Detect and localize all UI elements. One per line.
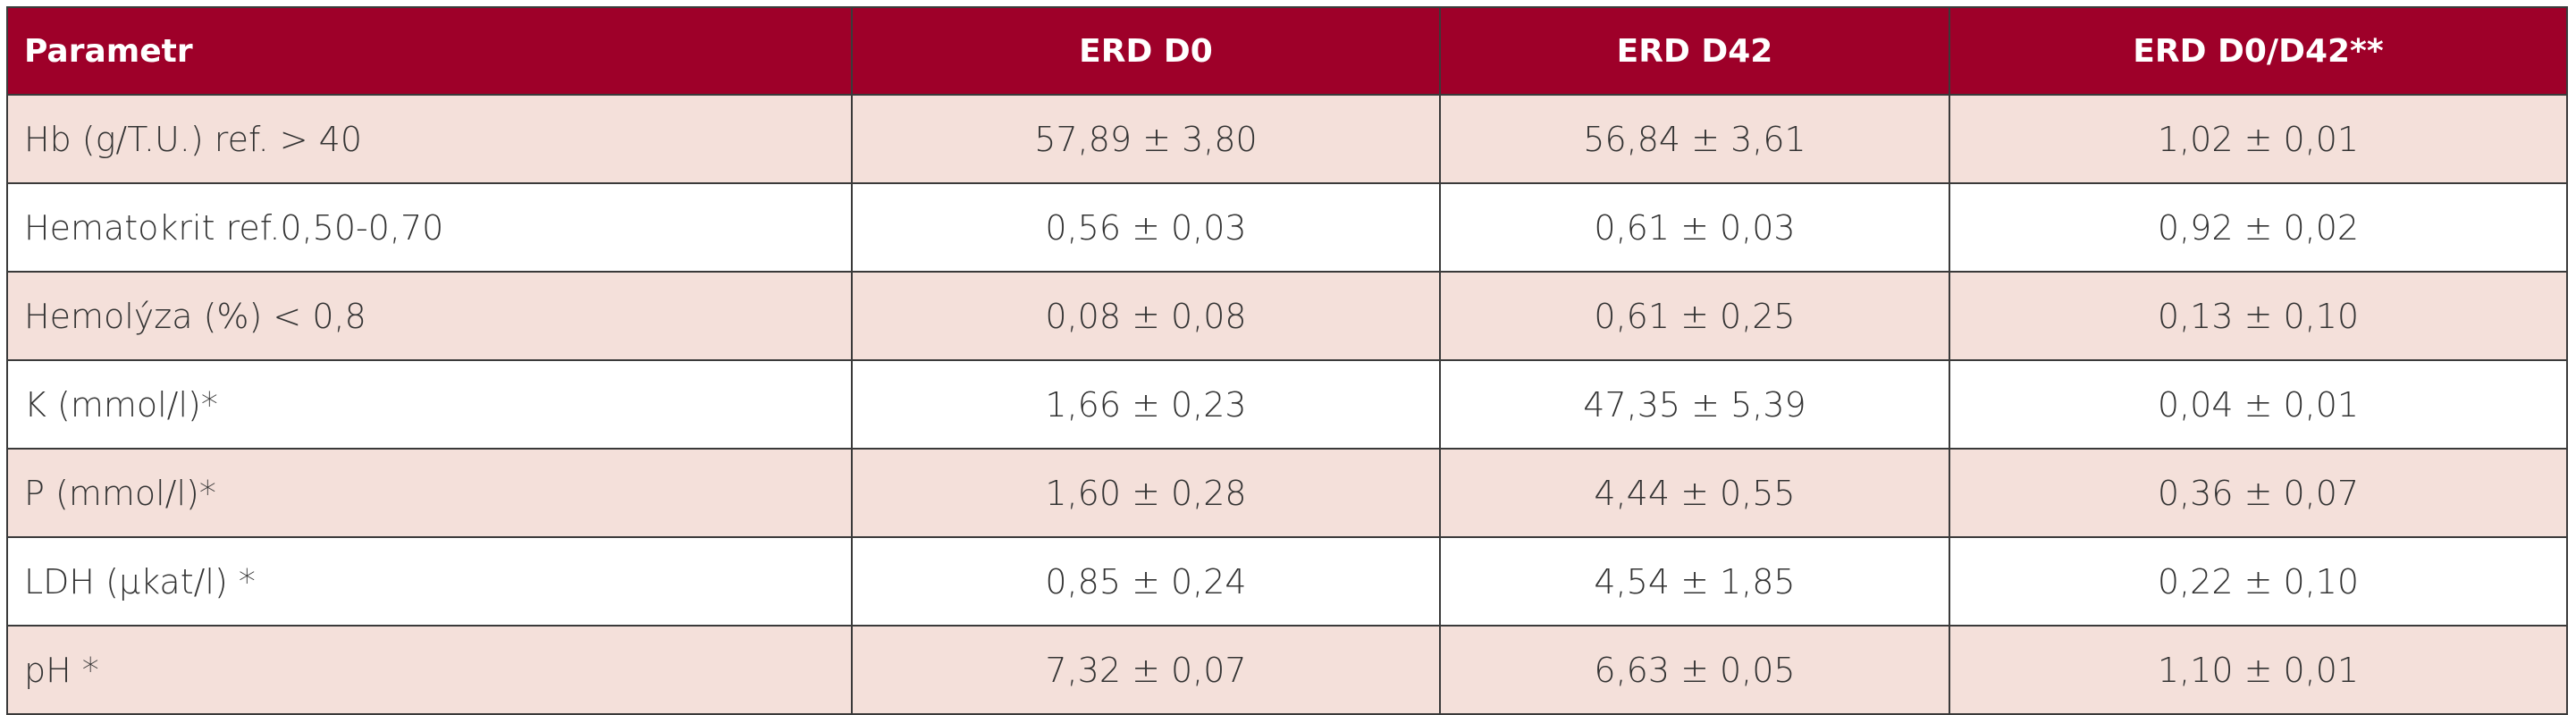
cell: 0,13 ± 0,10 bbox=[1949, 271, 2568, 361]
header-cell: Parametr bbox=[6, 6, 853, 96]
cell: 47,35 ± 5,39 bbox=[1439, 359, 1950, 450]
row-label: LDH (μkat/l) * bbox=[6, 536, 853, 627]
cell: 4,44 ± 0,55 bbox=[1439, 448, 1950, 538]
header-cell: ERD D0/D42** bbox=[1949, 6, 2568, 96]
cell: 1,66 ± 0,23 bbox=[851, 359, 1441, 450]
cell: 57,89 ± 3,80 bbox=[851, 94, 1441, 184]
row-label: P (mmol/l)* bbox=[6, 448, 853, 538]
cell: 1,02 ± 0,01 bbox=[1949, 94, 2568, 184]
table-row: Hb (g/T.U.) ref. > 40 57,89 ± 3,80 56,84 ±… bbox=[6, 94, 2568, 184]
cell: 0,36 ± 0,07 bbox=[1949, 448, 2568, 538]
table-body: Hb (g/T.U.) ref. > 40 57,89 ± 3,80 56,84 ±… bbox=[6, 94, 2568, 715]
cell: 6,63 ± 0,05 bbox=[1439, 625, 1950, 715]
table-row: Hemolýza (%) < 0,8 0,08 ± 0,08 0,61 ± 0,25… bbox=[6, 271, 2568, 361]
row-label: Hematokrit ref.0,50-0,70 bbox=[6, 182, 853, 273]
table-row: K (mmol/l)* 1,66 ± 0,23 47,35 ± 5,39 0,04 ±… bbox=[6, 359, 2568, 450]
cell: 0,22 ± 0,10 bbox=[1949, 536, 2568, 627]
table-row: pH * 7,32 ± 0,07 6,63 ± 0,05 1,10 ± 0,01 bbox=[6, 625, 2568, 715]
cell: 7,32 ± 0,07 bbox=[851, 625, 1441, 715]
cell: 0,61 ± 0,03 bbox=[1439, 182, 1950, 273]
row-label: Hemolýza (%) < 0,8 bbox=[6, 271, 853, 361]
cell: 0,08 ± 0,08 bbox=[851, 271, 1441, 361]
header-row: Parametr ERD D0 ERD D42 ERD D0/D42** bbox=[6, 6, 2568, 96]
table-row: Hematokrit ref.0,50-0,70 0,56 ± 0,03 0,61 … bbox=[6, 182, 2568, 273]
table-row: LDH (μkat/l) * 0,85 ± 0,24 4,54 ± 1,85 0,22… bbox=[6, 536, 2568, 627]
cell: 0,56 ± 0,03 bbox=[851, 182, 1441, 273]
cell: 1,60 ± 0,28 bbox=[851, 448, 1441, 538]
cell: 0,61 ± 0,25 bbox=[1439, 271, 1950, 361]
table-container: Parametr ERD D0 ERD D42 ERD D0/D42** Hb (g/… bbox=[6, 6, 2568, 715]
data-table: Parametr ERD D0 ERD D42 ERD D0/D42** Hb (g/… bbox=[6, 6, 2568, 715]
cell: 56,84 ± 3,61 bbox=[1439, 94, 1950, 184]
header-cell: ERD D0 bbox=[851, 6, 1441, 96]
cell: 0,04 ± 0,01 bbox=[1949, 359, 2568, 450]
cell: 4,54 ± 1,85 bbox=[1439, 536, 1950, 627]
row-label: K (mmol/l)* bbox=[6, 359, 853, 450]
table-row: P (mmol/l)* 1,60 ± 0,28 4,44 ± 0,55 0,36 ± … bbox=[6, 448, 2568, 538]
cell: 0,92 ± 0,02 bbox=[1949, 182, 2568, 273]
row-label: pH * bbox=[6, 625, 853, 715]
cell: 0,85 ± 0,24 bbox=[851, 536, 1441, 627]
cell: 1,10 ± 0,01 bbox=[1949, 625, 2568, 715]
header-cell: ERD D42 bbox=[1439, 6, 1950, 96]
row-label: Hb (g/T.U.) ref. > 40 bbox=[6, 94, 853, 184]
